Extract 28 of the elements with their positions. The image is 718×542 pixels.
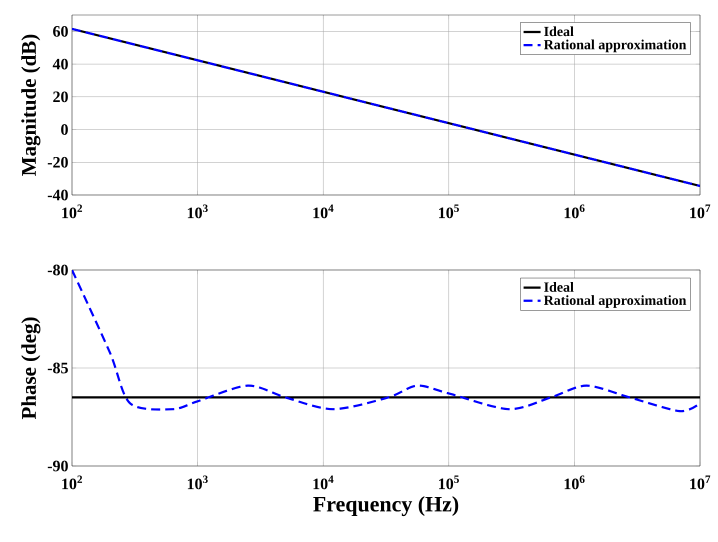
x-tick-label: 10$^{7}$ — [690, 476, 710, 490]
legend-label: Rational approximation — [544, 40, 686, 52]
legend-label: Rational approximation — [544, 295, 686, 308]
y-tick-label: -85 — [48, 362, 68, 374]
y-tick-label: 60 — [53, 26, 68, 37]
legend-label: Ideal — [544, 282, 574, 292]
y-tick-label: -40 — [48, 190, 68, 200]
x-tick-label: 10$^{7}$ — [690, 204, 710, 218]
x-tick-label: 10$^{4}$ — [313, 204, 334, 218]
x-tick-label: 10$^{6}$ — [564, 476, 585, 490]
y-axis-title: Magnitude (dB) — [21, 34, 40, 176]
x-tick-label: 10$^{2}$ — [62, 476, 82, 490]
x-tick-label: 10$^{5}$ — [439, 476, 459, 490]
x-tick-label: 10$^{2}$ — [62, 204, 82, 218]
x-tick-label: 10$^{3}$ — [188, 204, 208, 218]
x-tick-label: 10$^{5}$ — [439, 204, 459, 218]
y-tick-label: -90 — [48, 460, 68, 472]
y-tick-label: 40 — [52, 58, 68, 70]
x-tick-label: 10$^{3}$ — [188, 476, 208, 490]
y-axis-title: Phase (deg) — [21, 318, 40, 420]
x-tick-label: 10$^{4}$ — [313, 476, 334, 490]
y-tick-label: -20 — [48, 156, 68, 168]
x-tick-label: 10$^{6}$ — [564, 204, 585, 218]
y-tick-label: -80 — [48, 264, 68, 276]
x-axis-title: Frequency (Hz) — [313, 496, 458, 516]
legend-label: Ideal — [544, 26, 574, 36]
y-tick-label: 0 — [61, 124, 68, 135]
y-tick-label: 20 — [53, 91, 68, 102]
